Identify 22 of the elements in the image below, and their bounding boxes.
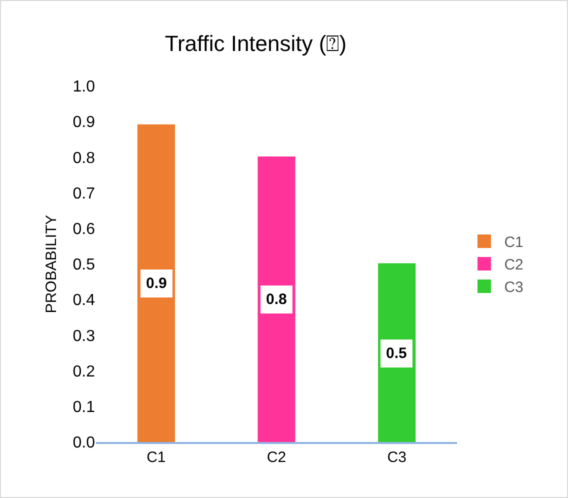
y-tick-label: 0.1 (72, 399, 96, 416)
legend-label: C2 (504, 256, 524, 274)
x-tick-label: C3 (387, 448, 406, 466)
y-tick-label: 1.0 (72, 78, 96, 96)
y-tick-label: 0.0 (72, 434, 96, 452)
y-tick-label: 0.8 (72, 150, 96, 167)
y-tick-label: 0.6 (72, 221, 96, 238)
y-axis-title: PROBABILITY (43, 214, 60, 314)
chart-title: Traffic Intensity (⍰) (164, 31, 347, 56)
data-label: 0.8 (266, 291, 287, 308)
legend-label: C1 (504, 234, 524, 252)
x-tick-label: C1 (146, 448, 166, 466)
y-tick-label: 0.7 (72, 185, 96, 202)
x-tick-label: C2 (266, 448, 286, 466)
y-tick-label: 0.9 (72, 114, 96, 132)
y-tick-label: 0.2 (72, 363, 96, 380)
data-label: 0.9 (146, 275, 167, 292)
y-tick-label: 0.3 (72, 328, 96, 345)
data-label: 0.5 (386, 345, 407, 362)
legend-label: C3 (504, 279, 524, 296)
y-tick-label: 0.5 (72, 256, 96, 274)
y-tick-label: 0.4 (72, 292, 96, 310)
